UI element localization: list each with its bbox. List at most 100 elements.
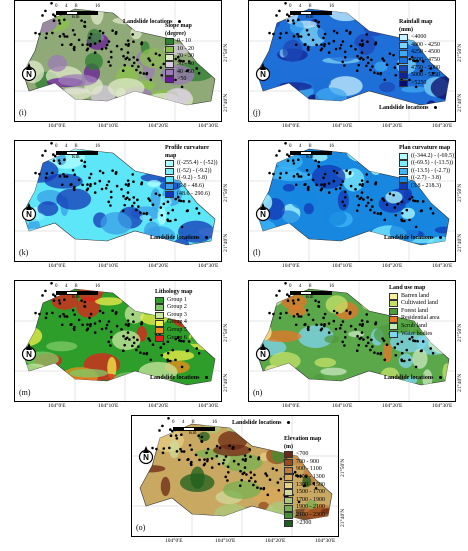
y-tick-label: 21°40'N <box>223 373 229 392</box>
landslide-point <box>169 434 173 438</box>
landslide-point <box>362 198 365 201</box>
map-frame: 0 4 8 16 Km N Profile curvature map ((-255.4) -… <box>14 140 222 262</box>
landslide-point <box>294 183 298 187</box>
legend-label: Barren land <box>401 292 430 299</box>
landslide-point <box>408 337 411 341</box>
landslide-point <box>315 43 318 47</box>
landslide-point <box>71 28 75 32</box>
landslide-point <box>45 32 49 35</box>
landslide-point <box>345 309 348 312</box>
landslide-point <box>190 448 194 451</box>
landslide-point <box>151 343 155 347</box>
landslide-point <box>385 343 389 347</box>
landslide-point <box>314 486 318 490</box>
landslide-legend: Landslide locations <box>384 375 442 381</box>
landslide-point <box>400 351 404 355</box>
landslide-point <box>44 149 47 153</box>
landslide-point <box>358 57 362 61</box>
legend-swatch <box>284 497 293 505</box>
landslide-point <box>421 200 425 203</box>
landslide-point <box>320 327 324 330</box>
scale-bar-graphic <box>290 291 332 295</box>
map-legend: Rainfall map (mm) <4000 4000 - 4250 4250 - 4… <box>399 19 440 88</box>
landslide-point <box>151 446 154 450</box>
landslide-point <box>86 183 89 186</box>
legend-item: 1500 - 1700 <box>284 489 325 497</box>
landslide-point <box>151 203 155 207</box>
svg-text:N: N <box>260 70 266 79</box>
landslide-point <box>268 311 271 315</box>
landslide-point <box>240 478 243 482</box>
landslide-point <box>332 179 336 183</box>
class-patch <box>107 78 145 98</box>
landslide-point <box>50 1 53 5</box>
landslide-point <box>122 54 125 58</box>
landslide-point <box>58 162 62 165</box>
class-patch <box>44 173 83 189</box>
landslide-point <box>187 200 191 203</box>
landslide-point <box>285 171 288 175</box>
landslide-point <box>200 435 204 439</box>
legend-swatch <box>165 38 174 46</box>
legend-item: Group 4 <box>155 319 193 327</box>
class-patch <box>320 367 347 376</box>
landslide-point <box>327 51 331 54</box>
landslide-point <box>180 450 184 453</box>
landslide-point <box>142 212 146 215</box>
landslide-point <box>393 206 397 209</box>
landslide-point <box>63 18 66 22</box>
landslide-point <box>400 359 404 363</box>
scale-tick-label: 8 <box>309 144 312 149</box>
landslide-point <box>370 338 373 342</box>
landslide-point <box>136 198 139 202</box>
landslide-point <box>358 197 362 201</box>
landslide-point <box>123 203 126 207</box>
north-arrow-icon: N <box>255 63 271 88</box>
landslide-point <box>148 339 152 342</box>
legend-label: 4000 - 4250 <box>411 41 440 48</box>
landslide-point <box>98 309 102 313</box>
landslide-point <box>369 208 372 212</box>
landslide-point <box>327 331 331 334</box>
landslide-point <box>299 474 302 478</box>
legend-swatch <box>165 175 174 183</box>
landslide-point <box>296 172 299 176</box>
landslide-point <box>396 62 400 66</box>
class-patch <box>400 207 416 220</box>
landslide-point <box>93 191 97 194</box>
landslide-point <box>275 294 278 297</box>
landslide-point <box>198 458 201 462</box>
landslide-point <box>376 72 380 75</box>
landslide-point <box>416 339 419 343</box>
landslide-point <box>322 36 325 40</box>
landslide-point <box>139 71 142 74</box>
class-patch <box>315 87 348 105</box>
legend-swatch <box>399 49 408 57</box>
landslide-point <box>111 309 114 312</box>
x-tick-label: 104°0'E <box>48 263 66 269</box>
landslide-point <box>400 211 404 215</box>
landslide-point <box>140 322 143 326</box>
landslide-point <box>166 219 170 223</box>
landslide-point <box>109 64 112 67</box>
landslide-point <box>89 323 92 326</box>
landslide-point <box>365 344 368 348</box>
x-tick-label: 104°30'E <box>315 538 336 544</box>
landslide-point <box>286 299 290 303</box>
landslide-point <box>279 32 283 35</box>
landslide-point <box>277 488 281 492</box>
x-tick-label: 104°0'E <box>48 403 66 409</box>
landslide-point <box>132 341 136 345</box>
landslide-point <box>343 344 346 347</box>
landslide-point <box>252 483 255 487</box>
landslide-point <box>249 471 253 474</box>
landslide-point <box>358 43 362 46</box>
landslide-point <box>373 211 376 214</box>
landslide-point <box>109 196 113 199</box>
legend-label: >2300 <box>296 519 312 526</box>
legend-swatch <box>155 327 164 335</box>
scale-tick-label: 8 <box>309 284 312 289</box>
scale-tick-label: 0 <box>289 284 292 289</box>
class-patch <box>139 214 152 221</box>
scale-tick-label: 16 <box>329 144 334 149</box>
